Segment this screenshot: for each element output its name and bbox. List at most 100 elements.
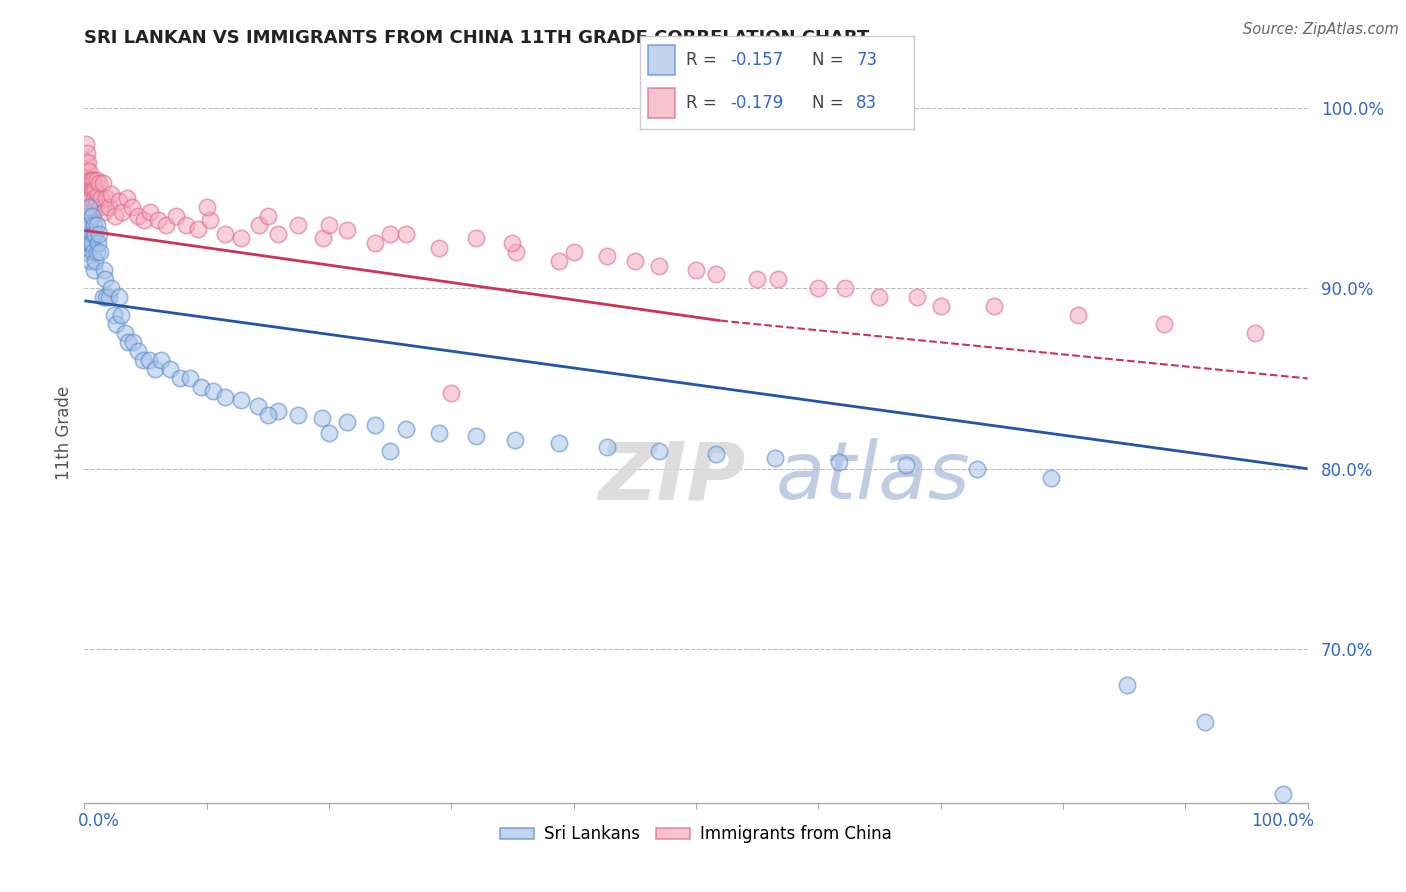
Point bbox=[117, 335, 139, 350]
Point bbox=[287, 408, 309, 422]
Point bbox=[77, 235, 100, 250]
Point bbox=[155, 218, 177, 232]
Point bbox=[79, 235, 101, 250]
Point bbox=[1039, 471, 1062, 485]
Point bbox=[766, 272, 789, 286]
Point bbox=[983, 299, 1005, 313]
Point bbox=[336, 415, 359, 429]
Point bbox=[143, 362, 166, 376]
Point bbox=[1066, 308, 1088, 322]
Text: SRI LANKAN VS IMMIGRANTS FROM CHINA 11TH GRADE CORRELATION CHART: SRI LANKAN VS IMMIGRANTS FROM CHINA 11TH… bbox=[84, 29, 869, 47]
Point bbox=[214, 390, 236, 404]
Point bbox=[86, 218, 108, 232]
Point bbox=[138, 353, 160, 368]
Point bbox=[77, 227, 100, 241]
Point bbox=[97, 290, 120, 304]
Point bbox=[266, 227, 288, 241]
Point bbox=[82, 182, 104, 196]
Point bbox=[1244, 326, 1267, 341]
Point bbox=[257, 408, 280, 422]
Point bbox=[82, 227, 104, 241]
Point bbox=[84, 227, 107, 241]
Point bbox=[464, 429, 486, 443]
Point bbox=[150, 353, 173, 368]
Point bbox=[165, 209, 187, 223]
Point bbox=[200, 212, 222, 227]
Point bbox=[336, 223, 359, 237]
Point bbox=[115, 191, 138, 205]
Text: 0.0%: 0.0% bbox=[79, 812, 120, 830]
Text: ZIP: ZIP bbox=[598, 438, 745, 516]
Point bbox=[77, 191, 100, 205]
Point bbox=[929, 299, 952, 313]
Point bbox=[84, 182, 107, 196]
Point bbox=[380, 443, 402, 458]
Point bbox=[905, 290, 928, 304]
Point bbox=[93, 205, 115, 219]
Point bbox=[79, 173, 101, 187]
Point bbox=[502, 235, 524, 250]
Point bbox=[94, 272, 117, 286]
Legend: Sri Lankans, Immigrants from China: Sri Lankans, Immigrants from China bbox=[494, 819, 898, 850]
Point bbox=[1115, 678, 1137, 692]
Point bbox=[311, 411, 333, 425]
Point bbox=[595, 440, 617, 454]
FancyBboxPatch shape bbox=[648, 88, 675, 118]
Point bbox=[83, 263, 105, 277]
Point bbox=[77, 182, 100, 196]
Text: N =: N = bbox=[813, 51, 849, 69]
Point bbox=[127, 344, 149, 359]
Point bbox=[257, 209, 280, 223]
Point bbox=[82, 209, 104, 223]
Point bbox=[91, 290, 114, 304]
Point bbox=[87, 187, 110, 202]
Point bbox=[834, 281, 856, 295]
Point bbox=[80, 200, 103, 214]
Point bbox=[77, 154, 100, 169]
Point bbox=[76, 245, 98, 260]
Point bbox=[107, 194, 129, 209]
Point bbox=[77, 200, 100, 214]
Point bbox=[107, 290, 129, 304]
Point bbox=[83, 191, 105, 205]
Point bbox=[896, 458, 918, 472]
Point bbox=[79, 254, 101, 268]
Point bbox=[648, 443, 671, 458]
Point bbox=[624, 254, 647, 268]
Point bbox=[139, 205, 162, 219]
Point bbox=[427, 242, 450, 256]
Point bbox=[76, 209, 98, 223]
Point bbox=[1153, 318, 1175, 332]
Point bbox=[96, 191, 118, 205]
Text: R =: R = bbox=[686, 95, 723, 112]
Point bbox=[77, 200, 100, 214]
Point bbox=[229, 393, 252, 408]
Point bbox=[79, 209, 101, 223]
Text: R =: R = bbox=[686, 51, 723, 69]
Point bbox=[86, 194, 108, 209]
Point bbox=[395, 422, 418, 436]
Point bbox=[110, 308, 132, 322]
Point bbox=[505, 245, 527, 260]
Point bbox=[1272, 787, 1295, 801]
Point bbox=[103, 308, 125, 322]
Point bbox=[75, 136, 97, 151]
Point bbox=[104, 209, 127, 223]
Point bbox=[229, 230, 252, 244]
Point bbox=[395, 227, 418, 241]
FancyBboxPatch shape bbox=[648, 45, 675, 75]
Point bbox=[87, 227, 110, 241]
Point bbox=[595, 249, 617, 263]
Point bbox=[75, 154, 97, 169]
Point bbox=[869, 290, 891, 304]
Point bbox=[266, 404, 288, 418]
Point bbox=[464, 230, 486, 244]
Point bbox=[90, 191, 112, 205]
Point bbox=[82, 245, 104, 260]
Point bbox=[685, 263, 707, 277]
Point bbox=[79, 218, 101, 232]
Point bbox=[84, 200, 107, 214]
Point bbox=[159, 362, 181, 376]
Point bbox=[105, 318, 128, 332]
Point bbox=[87, 235, 110, 250]
